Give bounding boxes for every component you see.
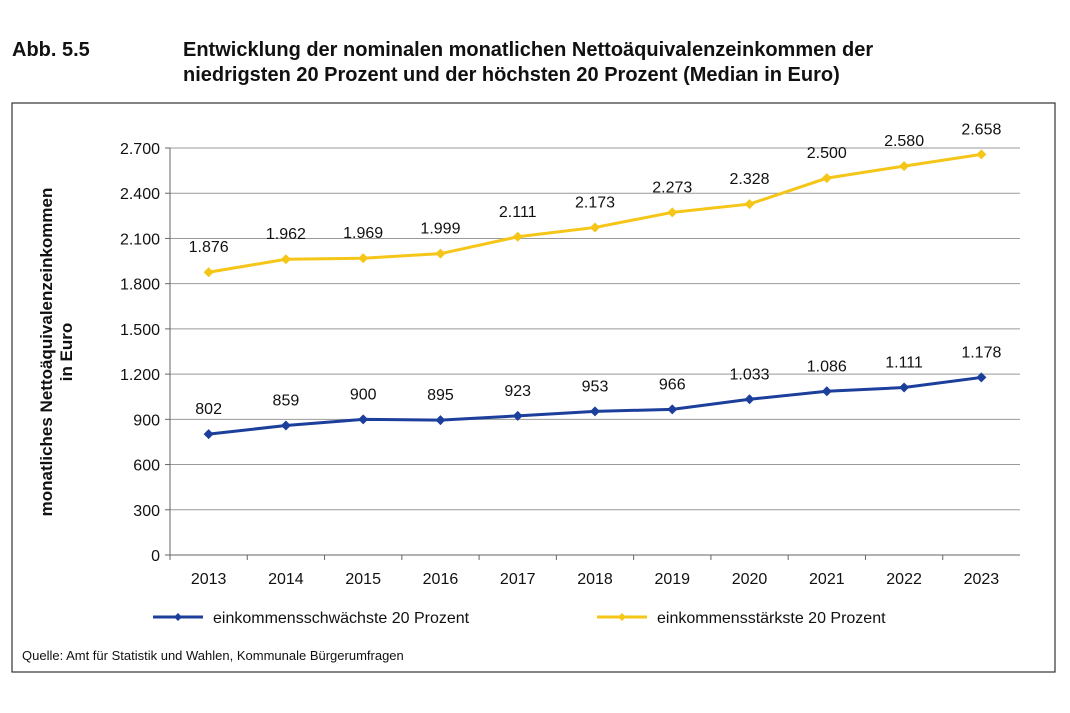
legend-label: einkommensstärkste 20 Prozent xyxy=(657,610,886,627)
data-label: 1.962 xyxy=(266,226,306,243)
y-tick-label: 300 xyxy=(133,503,160,520)
data-point xyxy=(744,394,755,405)
data-point xyxy=(821,386,832,397)
data-label: 966 xyxy=(659,376,686,393)
y-tick-label: 2.400 xyxy=(120,186,160,203)
chart-title-line1: Entwicklung der nominalen monatlichen Ne… xyxy=(183,39,873,61)
data-label: 2.658 xyxy=(961,121,1001,138)
data-point xyxy=(280,420,291,431)
legend-marker xyxy=(174,613,182,621)
y-tick-label: 0 xyxy=(151,548,160,565)
data-label: 2.580 xyxy=(884,133,924,150)
data-point xyxy=(203,267,214,278)
data-label: 2.500 xyxy=(807,145,847,162)
data-point xyxy=(667,207,678,218)
data-label: 1.086 xyxy=(807,358,847,375)
data-point xyxy=(590,406,600,417)
data-point xyxy=(590,222,600,233)
data-point xyxy=(976,149,987,160)
x-tick-label: 2013 xyxy=(191,571,227,588)
data-point xyxy=(976,372,987,383)
data-point xyxy=(358,253,369,264)
data-label: 953 xyxy=(582,378,609,395)
data-label: 2.111 xyxy=(499,204,537,221)
y-tick-label: 2.100 xyxy=(120,231,160,248)
data-label: 895 xyxy=(427,387,454,404)
data-point xyxy=(358,414,369,425)
legend-label: einkommensschwächste 20 Prozent xyxy=(213,610,470,627)
data-label: 2.273 xyxy=(652,179,692,196)
data-point xyxy=(744,199,755,210)
y-tick-label: 1.500 xyxy=(120,322,160,339)
x-tick-label: 2021 xyxy=(809,571,845,588)
x-tick-label: 2023 xyxy=(964,571,1000,588)
x-tick-label: 2015 xyxy=(345,571,381,588)
data-label: 923 xyxy=(504,383,531,400)
data-label: 1.969 xyxy=(343,225,383,242)
x-tick-label: 2018 xyxy=(577,571,613,588)
source-note: Quelle: Amt für Statistik und Wahlen, Ko… xyxy=(22,648,404,663)
data-point xyxy=(667,404,678,415)
data-label: 2.328 xyxy=(730,171,770,188)
x-tick-label: 2017 xyxy=(500,571,536,588)
x-tick-label: 2016 xyxy=(423,571,459,588)
x-tick-label: 2020 xyxy=(732,571,768,588)
y-tick-label: 600 xyxy=(133,458,160,475)
data-label: 1.999 xyxy=(420,221,460,238)
y-tick-label: 1.800 xyxy=(120,277,160,294)
y-tick-label: 2.700 xyxy=(120,141,160,158)
data-label: 859 xyxy=(273,393,300,410)
data-point xyxy=(899,161,910,172)
chart-frame xyxy=(11,102,1056,673)
x-tick-label: 2019 xyxy=(654,571,690,588)
y-axis-label-line2: in Euro xyxy=(57,323,76,382)
data-label: 1.111 xyxy=(885,355,923,372)
data-point xyxy=(512,410,523,421)
data-label: 900 xyxy=(350,386,377,403)
data-point xyxy=(280,254,291,265)
data-point xyxy=(435,248,446,259)
data-label: 1.178 xyxy=(961,344,1001,361)
x-tick-label: 2014 xyxy=(268,571,304,588)
y-tick-label: 900 xyxy=(133,412,160,429)
data-point xyxy=(821,173,832,184)
data-label: 2.173 xyxy=(575,194,615,211)
data-point xyxy=(435,415,446,426)
data-point xyxy=(899,382,910,393)
data-label: 802 xyxy=(195,401,222,418)
figure-label: Abb. 5.5 xyxy=(12,39,90,61)
data-point xyxy=(512,231,523,242)
chart-title-line2: niedrigsten 20 Prozent und der höchsten … xyxy=(183,64,840,86)
data-label: 1.876 xyxy=(189,239,229,256)
data-point xyxy=(203,429,214,440)
x-tick-label: 2022 xyxy=(886,571,922,588)
data-label: 1.033 xyxy=(730,366,770,383)
y-tick-label: 1.200 xyxy=(120,367,160,384)
y-axis-label-line1: monatliches Nettoäquivalenzeinkommen xyxy=(37,188,56,517)
legend-marker xyxy=(618,613,626,621)
series-line xyxy=(208,152,982,274)
